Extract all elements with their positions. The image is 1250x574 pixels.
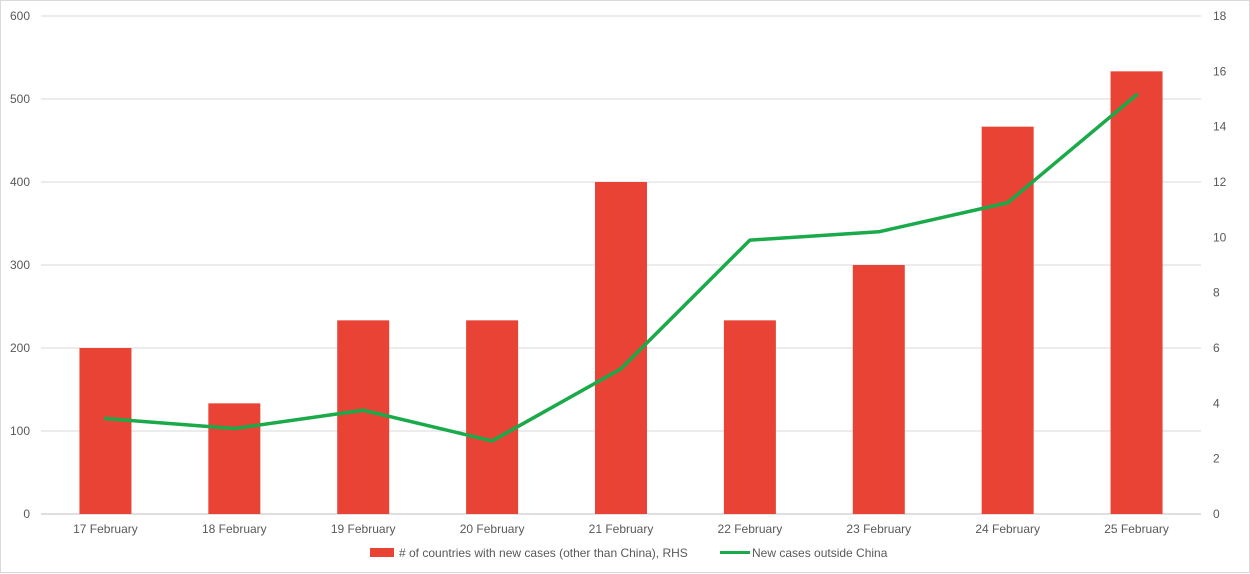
right-axis-tick-label: 2 [1213,452,1220,466]
bar [852,265,905,514]
left-axis-tick-label: 200 [10,341,30,355]
right-axis-tick-label: 12 [1213,175,1227,189]
right-axis-tick-label: 0 [1213,507,1220,521]
left-axis-tick-label: 0 [23,507,30,521]
left-axis-tick-label: 100 [10,424,30,438]
legend: # of countries with new cases (other tha… [370,546,888,560]
series-line [103,93,1139,443]
bar [466,320,519,514]
x-axis-tick-label: 20 February [460,522,525,536]
bar [723,320,776,514]
x-axis-tick-label: 22 February [718,522,783,536]
right-axis-tick-label: 14 [1213,120,1227,134]
x-axis-tick-label: 23 February [846,522,911,536]
bar [337,320,390,514]
bar [79,348,132,514]
right-axis-tick-label: 18 [1213,9,1227,23]
right-axis-ticks: 0 2 4 6 8 10 12 14 16 18 [1213,9,1227,521]
legend-label-bar: # of countries with new cases (other tha… [399,546,688,560]
bar [1110,71,1163,514]
line-series [103,93,1139,443]
right-axis-tick-label: 8 [1213,286,1220,300]
left-axis-tick-label: 300 [10,258,30,272]
left-axis-tick-label: 400 [10,175,30,189]
x-axis-tick-label: 19 February [331,522,396,536]
x-axis-tick-label: 18 February [202,522,267,536]
right-axis-tick-label: 4 [1213,396,1220,410]
x-axis-tick-label: 21 February [589,522,654,536]
x-axis-tick-label: 25 February [1104,522,1169,536]
left-axis-ticks: 0 100 200 300 400 500 600 [10,9,30,521]
legend-swatch-bar [370,548,394,557]
bar [208,403,261,514]
right-axis-tick-label: 10 [1213,230,1227,244]
left-axis-tick-label: 500 [10,92,30,106]
x-axis-tick-label: 17 February [73,522,138,536]
bar [595,182,647,514]
right-axis-tick-label: 16 [1213,64,1227,78]
x-axis-tick-label: 24 February [975,522,1040,536]
bar-series [79,71,1163,515]
legend-label-line: New cases outside China [752,546,888,560]
bar [981,126,1034,515]
right-axis-tick-label: 6 [1213,341,1220,355]
left-axis-tick-label: 600 [10,9,30,23]
x-axis-ticks: 17 February 18 February 19 February 20 Febr… [73,522,1169,536]
